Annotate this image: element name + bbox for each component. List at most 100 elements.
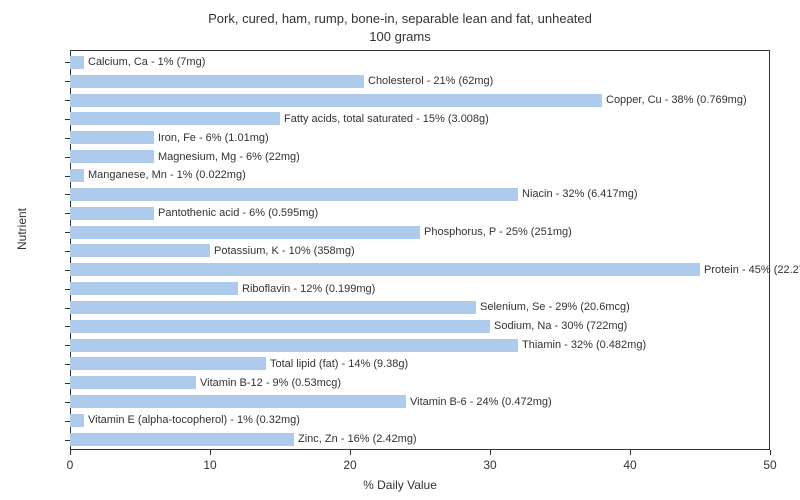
nutrient-bar: Selenium, Se - 29% (20.6mcg)	[70, 301, 476, 314]
chart-title: Pork, cured, ham, rump, bone-in, separab…	[0, 0, 800, 46]
bar-row: Riboflavin - 12% (0.199mg)	[70, 279, 769, 298]
y-tick-mark	[65, 289, 70, 290]
bar-row: Iron, Fe - 6% (1.01mg)	[70, 128, 769, 147]
bar-row: Sodium, Na - 30% (722mg)	[70, 317, 769, 336]
bar-row: Potassium, K - 10% (358mg)	[70, 241, 769, 260]
bar-label: Total lipid (fat) - 14% (9.38g)	[270, 358, 408, 370]
bar-label: Niacin - 32% (6.417mg)	[522, 188, 638, 200]
y-tick-mark	[65, 421, 70, 422]
x-tick-mark	[70, 450, 71, 455]
x-tick-label: 0	[67, 458, 74, 472]
nutrient-bar: Phosphorus, P - 25% (251mg)	[70, 226, 420, 239]
bar-label: Sodium, Na - 30% (722mg)	[494, 320, 627, 332]
bar-row: Copper, Cu - 38% (0.769mg)	[70, 91, 769, 110]
y-tick-mark	[65, 345, 70, 346]
bar-label: Calcium, Ca - 1% (7mg)	[88, 56, 205, 68]
y-tick-mark	[65, 251, 70, 252]
bar-label: Zinc, Zn - 16% (2.42mg)	[298, 433, 417, 445]
y-axis-label: Nutrient	[15, 208, 29, 250]
y-tick-mark	[65, 100, 70, 101]
bar-row: Manganese, Mn - 1% (0.022mg)	[70, 166, 769, 185]
x-tick-label: 30	[483, 458, 496, 472]
bar-row: Thiamin - 32% (0.482mg)	[70, 336, 769, 355]
nutrient-bar: Fatty acids, total saturated - 15% (3.00…	[70, 112, 280, 125]
y-tick-mark	[65, 81, 70, 82]
nutrient-bar: Vitamin B-6 - 24% (0.472mg)	[70, 395, 406, 408]
nutrient-bar: Niacin - 32% (6.417mg)	[70, 188, 518, 201]
y-tick-mark	[65, 364, 70, 365]
x-tick-label: 50	[763, 458, 776, 472]
x-tick-mark	[630, 450, 631, 455]
bar-label: Protein - 45% (22.27g)	[704, 264, 800, 276]
y-tick-mark	[65, 138, 70, 139]
bar-row: Vitamin B-6 - 24% (0.472mg)	[70, 392, 769, 411]
nutrient-bar: Manganese, Mn - 1% (0.022mg)	[70, 169, 84, 182]
bar-row: Fatty acids, total saturated - 15% (3.00…	[70, 110, 769, 129]
nutrient-bar: Riboflavin - 12% (0.199mg)	[70, 282, 238, 295]
bar-row: Vitamin E (alpha-tocopherol) - 1% (0.32m…	[70, 411, 769, 430]
nutrient-chart: Pork, cured, ham, rump, bone-in, separab…	[0, 0, 800, 500]
x-tick-mark	[770, 450, 771, 455]
bar-row: Cholesterol - 21% (62mg)	[70, 72, 769, 91]
x-tick-mark	[210, 450, 211, 455]
y-tick-mark	[65, 157, 70, 158]
y-tick-mark	[65, 176, 70, 177]
nutrient-bar: Vitamin B-12 - 9% (0.53mcg)	[70, 376, 196, 389]
y-tick-mark	[65, 213, 70, 214]
bar-row: Phosphorus, P - 25% (251mg)	[70, 223, 769, 242]
bar-label: Magnesium, Mg - 6% (22mg)	[158, 151, 300, 163]
nutrient-bar: Calcium, Ca - 1% (7mg)	[70, 56, 84, 69]
nutrient-bar: Cholesterol - 21% (62mg)	[70, 75, 364, 88]
bar-row: Vitamin B-12 - 9% (0.53mcg)	[70, 373, 769, 392]
nutrient-bar: Copper, Cu - 38% (0.769mg)	[70, 94, 602, 107]
bar-label: Vitamin B-12 - 9% (0.53mcg)	[200, 377, 341, 389]
bar-label: Copper, Cu - 38% (0.769mg)	[606, 94, 747, 106]
title-line-1: Pork, cured, ham, rump, bone-in, separab…	[208, 11, 592, 26]
nutrient-bar: Zinc, Zn - 16% (2.42mg)	[70, 433, 294, 446]
bar-label: Riboflavin - 12% (0.199mg)	[242, 283, 375, 295]
bar-row: Calcium, Ca - 1% (7mg)	[70, 53, 769, 72]
nutrient-bar: Sodium, Na - 30% (722mg)	[70, 320, 490, 333]
x-axis-line	[70, 449, 769, 450]
x-tick-label: 40	[623, 458, 636, 472]
y-tick-mark	[65, 270, 70, 271]
bar-label: Phosphorus, P - 25% (251mg)	[424, 226, 572, 238]
x-tick-mark	[350, 450, 351, 455]
bar-label: Manganese, Mn - 1% (0.022mg)	[88, 169, 246, 181]
bar-label: Iron, Fe - 6% (1.01mg)	[158, 132, 269, 144]
y-tick-mark	[65, 326, 70, 327]
y-tick-mark	[65, 62, 70, 63]
y-tick-mark	[65, 402, 70, 403]
bars-area: Calcium, Ca - 1% (7mg) Cholesterol - 21% …	[70, 53, 769, 448]
nutrient-bar: Thiamin - 32% (0.482mg)	[70, 339, 518, 352]
bar-row: Protein - 45% (22.27g)	[70, 260, 769, 279]
bar-row: Total lipid (fat) - 14% (9.38g)	[70, 355, 769, 374]
x-axis-label: % Daily Value	[363, 478, 437, 492]
y-tick-mark	[65, 194, 70, 195]
bar-label: Fatty acids, total saturated - 15% (3.00…	[284, 113, 489, 125]
bar-label: Thiamin - 32% (0.482mg)	[522, 339, 646, 351]
bar-row: Pantothenic acid - 6% (0.595mg)	[70, 204, 769, 223]
y-tick-mark	[65, 383, 70, 384]
x-tick-mark	[490, 450, 491, 455]
nutrient-bar: Protein - 45% (22.27g)	[70, 263, 700, 276]
y-tick-mark	[65, 232, 70, 233]
x-tick-label: 20	[343, 458, 356, 472]
nutrient-bar: Iron, Fe - 6% (1.01mg)	[70, 131, 154, 144]
bar-label: Vitamin B-6 - 24% (0.472mg)	[410, 396, 552, 408]
bar-row: Niacin - 32% (6.417mg)	[70, 185, 769, 204]
title-line-2: 100 grams	[369, 29, 430, 44]
y-tick-mark	[65, 440, 70, 441]
y-tick-mark	[65, 308, 70, 309]
bar-label: Vitamin E (alpha-tocopherol) - 1% (0.32m…	[88, 414, 300, 426]
plot-area: Calcium, Ca - 1% (7mg) Cholesterol - 21% …	[70, 50, 770, 450]
bar-label: Selenium, Se - 29% (20.6mcg)	[480, 301, 630, 313]
bar-label: Cholesterol - 21% (62mg)	[368, 75, 493, 87]
nutrient-bar: Total lipid (fat) - 14% (9.38g)	[70, 357, 266, 370]
nutrient-bar: Pantothenic acid - 6% (0.595mg)	[70, 207, 154, 220]
nutrient-bar: Potassium, K - 10% (358mg)	[70, 244, 210, 257]
bar-row: Magnesium, Mg - 6% (22mg)	[70, 147, 769, 166]
nutrient-bar: Magnesium, Mg - 6% (22mg)	[70, 150, 154, 163]
nutrient-bar: Vitamin E (alpha-tocopherol) - 1% (0.32m…	[70, 414, 84, 427]
bar-label: Potassium, K - 10% (358mg)	[214, 245, 355, 257]
